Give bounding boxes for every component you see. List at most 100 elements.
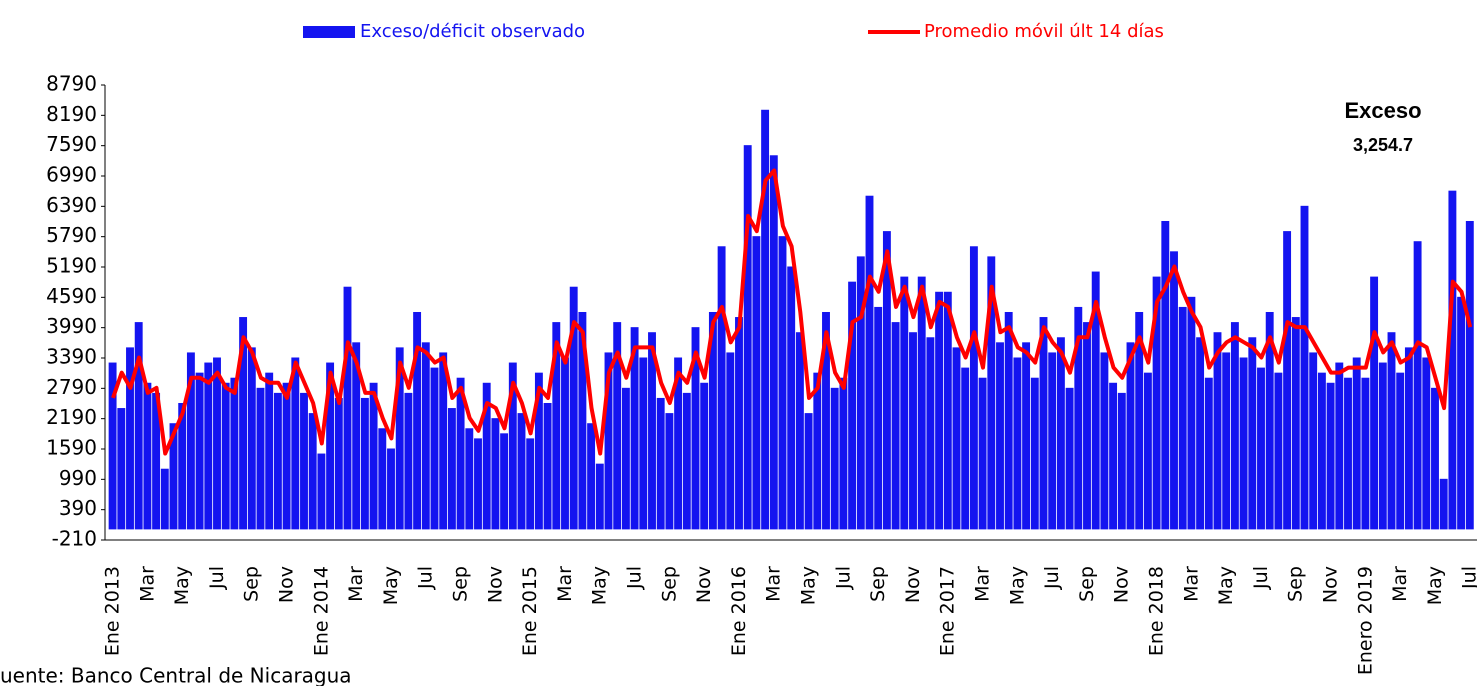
bar	[943, 291, 952, 530]
bar	[778, 236, 787, 530]
bar	[134, 322, 143, 530]
bar	[143, 382, 152, 530]
bar	[195, 372, 204, 530]
bar	[1326, 382, 1335, 530]
bar	[1091, 271, 1100, 530]
bar	[1344, 377, 1352, 530]
bar	[1335, 362, 1344, 530]
bar	[1431, 387, 1439, 530]
bar	[1187, 296, 1196, 530]
x-tick-label: Sep	[1076, 566, 1098, 602]
bar	[1317, 372, 1326, 530]
bar	[1196, 337, 1205, 530]
bar	[160, 468, 169, 530]
bar	[621, 387, 630, 530]
bar	[1213, 332, 1222, 530]
bar	[1013, 357, 1022, 530]
bar	[1274, 372, 1283, 530]
bar	[265, 372, 274, 530]
bar	[1248, 337, 1257, 530]
bar	[1404, 347, 1413, 530]
bar	[665, 413, 674, 530]
annotation-title: Exceso	[1344, 98, 1421, 123]
bar	[178, 402, 187, 530]
x-tick-label: Mar	[1389, 566, 1411, 602]
bar	[404, 392, 413, 530]
bar	[856, 256, 865, 530]
bar	[822, 311, 830, 530]
bar	[682, 392, 691, 530]
bar	[804, 413, 813, 530]
bar	[630, 327, 639, 530]
x-tick-label: Enero 2019	[1354, 566, 1376, 675]
bar	[1222, 352, 1231, 530]
bar	[1117, 392, 1126, 530]
y-tick-label: 4590	[46, 284, 97, 308]
x-tick-label: Jul	[832, 566, 854, 590]
bar	[247, 347, 256, 530]
x-tick-label: May	[589, 566, 611, 605]
bar	[1065, 387, 1074, 530]
bar	[900, 276, 909, 530]
x-tick-label: Jul	[624, 566, 646, 590]
bar	[891, 322, 900, 530]
bar	[334, 397, 343, 530]
x-tick-label: Mar	[554, 566, 576, 602]
bar	[108, 362, 117, 530]
x-tick-label: Nov	[276, 566, 298, 603]
bar	[1396, 372, 1405, 530]
x-tick-label: Ene 2015	[519, 566, 541, 656]
bar	[926, 337, 935, 530]
bar	[996, 342, 1004, 530]
bar	[1439, 478, 1448, 530]
bar	[317, 453, 326, 530]
bar	[204, 362, 213, 530]
bar	[1143, 372, 1152, 530]
bar	[1074, 306, 1083, 530]
x-tick-label: Sep	[867, 566, 889, 602]
y-tick-label: -210	[52, 527, 97, 551]
x-tick-label: Ene 2018	[1146, 566, 1168, 656]
y-tick-label: 2790	[46, 375, 97, 399]
bar	[300, 392, 308, 530]
bar	[1291, 317, 1300, 530]
bar	[830, 387, 839, 530]
y-tick-label: 6990	[46, 163, 97, 187]
x-tick-label: May	[171, 566, 193, 605]
bar	[326, 362, 335, 530]
bar	[343, 286, 352, 530]
bar	[1204, 377, 1213, 530]
bar	[917, 276, 926, 530]
x-tick-label: May	[798, 566, 820, 605]
x-tick-label: Sep	[1285, 566, 1307, 602]
y-tick-label: 1590	[46, 436, 97, 460]
bar	[1387, 332, 1396, 530]
bar	[543, 402, 552, 530]
x-tick-label: Jul	[415, 566, 437, 590]
bar	[595, 463, 604, 530]
bar	[430, 367, 439, 530]
bar	[1135, 311, 1144, 530]
bar	[743, 145, 752, 530]
bar	[795, 332, 804, 530]
bar	[230, 377, 239, 530]
bar	[1457, 296, 1466, 530]
y-tick-label: 5790	[46, 223, 97, 247]
bar	[413, 311, 422, 530]
bar	[1056, 337, 1065, 530]
bar	[987, 256, 996, 530]
x-tick-label: Mar	[136, 566, 158, 602]
bar	[726, 352, 735, 530]
bar	[978, 377, 987, 530]
bar	[969, 246, 978, 530]
x-tick-label: Sep	[241, 566, 263, 602]
x-tick-label: Mar	[1180, 566, 1202, 602]
bar	[839, 377, 848, 530]
bar	[874, 306, 883, 530]
bar	[256, 387, 265, 530]
x-tick-label: Nov	[1111, 566, 1133, 603]
source: uente: Banco Central de Nicaragua	[0, 664, 352, 686]
x-tick-label: Ene 2013	[102, 566, 124, 656]
bar	[952, 347, 961, 530]
x-tick-label: Nov	[902, 566, 924, 603]
